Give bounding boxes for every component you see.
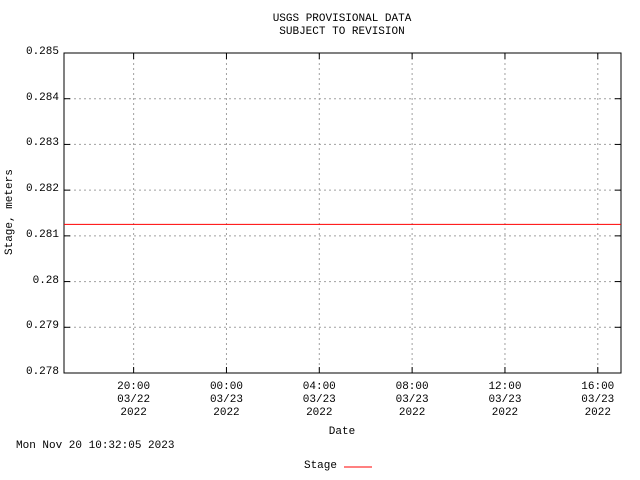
x-axis-label: Date	[328, 426, 356, 438]
chart-subtitle: SUBJECT TO REVISION	[279, 26, 405, 38]
plot-border	[63, 52, 622, 374]
timestamp: Mon Nov 20 10:32:05 2023	[16, 440, 175, 452]
y-tick-label: 0.279	[25, 320, 59, 333]
legend-label: Stage	[303, 460, 337, 472]
y-tick-label: 0.28	[32, 274, 59, 287]
y-tick-label: 0.282	[25, 183, 59, 196]
x-tick-label: 20:00 03/22 2022	[117, 381, 151, 419]
x-tick-label: 04:00 03/23 2022	[302, 381, 336, 419]
y-tick-label: 0.283	[25, 137, 59, 150]
y-tick-label: 0.281	[25, 228, 59, 241]
y-axis-label: Stage, meters	[4, 169, 16, 255]
chart-title: USGS PROVISIONAL DATA	[272, 13, 412, 25]
x-tick-label: 08:00 03/23 2022	[395, 381, 429, 419]
y-tick-label: 0.285	[25, 46, 59, 58]
y-tick-label: 0.284	[25, 91, 59, 104]
x-tick-label: 16:00 03/23 2022	[581, 381, 615, 419]
y-tick-label: 0.278	[25, 366, 59, 378]
x-tick-label: 00:00 03/23 2022	[209, 381, 243, 419]
x-tick-label: 12:00 03/23 2022	[488, 381, 522, 419]
